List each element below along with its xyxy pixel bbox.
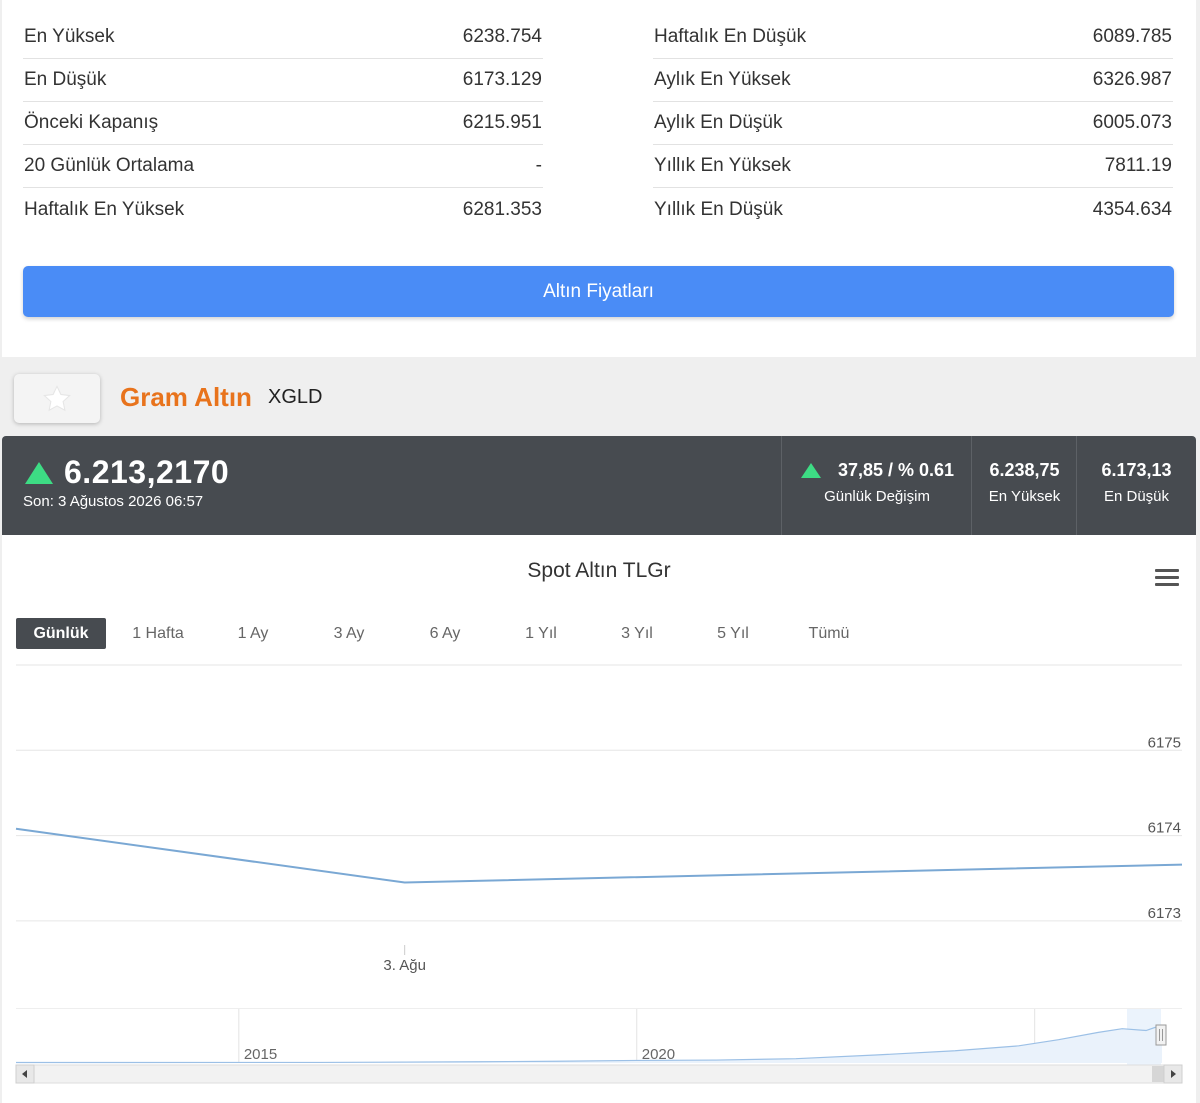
stat-value: 6173.129 — [462, 69, 542, 90]
stat-value: 7811.19 — [1104, 155, 1172, 176]
stat-value: 6005.073 — [1092, 112, 1172, 133]
navigator-handle[interactable] — [1155, 1024, 1167, 1046]
chart-panel: Spot Altın TLGr Günlük 1 Hafta 1 Ay 3 Ay… — [2, 535, 1196, 1103]
stat-label: Yıllık En Yüksek — [654, 155, 791, 176]
stat-label: Aylık En Yüksek — [654, 69, 791, 90]
day-low: 6.173,13 En Düşük — [1076, 436, 1196, 535]
price-value: 6.213,2170 — [64, 454, 230, 490]
day-high-label: En Yüksek — [988, 488, 1061, 505]
current-price: 6.213,2170 — [24, 454, 229, 491]
range-button-6-months[interactable]: 6 Ay — [429, 624, 461, 642]
navigator-area — [16, 1025, 1162, 1063]
stat-value: 6238.754 — [462, 26, 542, 47]
day-high-value: 6.238,75 — [989, 460, 1060, 480]
caret-left-icon — [22, 1070, 27, 1078]
range-button-5-years[interactable]: 5 Yıl — [717, 624, 749, 642]
price-summary-bar: 6.213,2170 Son: 3 Ağustos 2026 06:57 37,… — [2, 436, 1196, 535]
y-tick-label: 6175 — [1148, 734, 1181, 751]
stat-label: En Yüksek — [24, 26, 115, 47]
stat-label: 20 Günlük Ortalama — [24, 155, 195, 176]
stat-row: Aylık En Düşük 6005.073 — [653, 102, 1173, 145]
stat-row: En Yüksek 6238.754 — [23, 16, 543, 59]
stat-row: Haftalık En Yüksek 6281.353 — [23, 188, 543, 231]
up-arrow-icon — [25, 461, 53, 484]
stat-row: Yıllık En Yüksek 7811.19 — [653, 145, 1173, 188]
stat-label: Haftalık En Yüksek — [24, 198, 185, 220]
navigator-tick-label: 2015 — [244, 1046, 277, 1063]
stat-row: Önceki Kapanış 6215.951 — [23, 102, 543, 145]
y-tick-label: 6174 — [1148, 820, 1181, 837]
stat-value: 6281.353 — [462, 198, 542, 220]
stat-value: 4354.634 — [1092, 198, 1172, 220]
range-button-1-week[interactable]: 1 Hafta — [132, 624, 184, 642]
stat-row: Aylık En Yüksek 6326.987 — [653, 59, 1173, 102]
navigator-series-line — [15, 1024, 1163, 1064]
star-icon — [43, 384, 71, 411]
stat-row: En Düşük 6173.129 — [23, 59, 543, 102]
day-high: 6.238,75 En Yüksek — [971, 436, 1077, 535]
y-tick-label: 6173 — [1148, 905, 1181, 922]
stats-column-right: Haftalık En Düşük 6089.785 Aylık En Yükse… — [653, 16, 1173, 231]
stats-column-left: En Yüksek 6238.754 En Düşük 6173.129 Öncek… — [23, 16, 543, 231]
stat-label: Önceki Kapanış — [24, 112, 159, 133]
stat-value: 6326.987 — [1092, 69, 1172, 90]
x-tick-label: 3. Ağu — [383, 957, 426, 974]
instrument-code: XGLD — [268, 386, 323, 408]
chart-navigator[interactable]: 201520202025 — [15, 1008, 1182, 1065]
day-low-label: En Düşük — [1103, 488, 1170, 505]
favorite-button[interactable] — [14, 374, 100, 423]
stats-card: En Yüksek 6238.754 En Düşük 6173.129 Öncek… — [2, 0, 1196, 357]
stat-row: Yıllık En Düşük 4354.634 — [653, 188, 1173, 231]
stat-value: 6215.951 — [462, 112, 542, 133]
day-low-value: 6.173,13 — [1101, 460, 1172, 480]
stat-label: Aylık En Düşük — [654, 112, 783, 133]
range-button-1-month[interactable]: 1 Ay — [237, 624, 269, 642]
daily-change-label: Günlük Değişim — [824, 488, 930, 505]
range-button-1-year[interactable]: 1 Yıl — [525, 624, 557, 642]
stat-value: - — [535, 155, 542, 176]
stat-label: Haftalık En Düşük — [654, 26, 807, 47]
stat-row: 20 Günlük Ortalama - — [23, 145, 543, 188]
chart-scrollbar[interactable] — [15, 1064, 1183, 1084]
price-series-line — [15, 827, 1183, 884]
caret-right-icon — [1171, 1070, 1176, 1078]
up-arrow-icon — [800, 463, 821, 478]
scroll-right-button[interactable] — [1163, 1064, 1183, 1084]
range-button-3-months[interactable]: 3 Ay — [333, 624, 365, 642]
daily-change: 37,85 / % 0.61 Günlük Değişim — [781, 436, 972, 535]
instrument-name: Gram Altın — [120, 382, 252, 412]
range-button-daily[interactable]: Günlük — [16, 618, 106, 649]
stat-label: En Düşük — [24, 69, 107, 90]
navigator-tick-label: 2020 — [642, 1046, 675, 1063]
price-timestamp: Son: 3 Ağustos 2026 06:57 — [23, 493, 204, 510]
scroll-left-button[interactable] — [15, 1064, 35, 1084]
stat-label: Yıllık En Düşük — [654, 198, 783, 220]
stat-row: Haftalık En Düşük 6089.785 — [653, 16, 1173, 59]
gold-prices-button[interactable]: Altın Fiyatları — [23, 266, 1174, 317]
scrollbar-thumb[interactable] — [1152, 1066, 1164, 1082]
range-button-3-years[interactable]: 3 Yıl — [621, 624, 653, 642]
hamburger-menu-icon[interactable] — [1155, 569, 1179, 587]
chart-title: Spot Altın TLGr — [527, 559, 671, 582]
stat-value: 6089.785 — [1092, 26, 1172, 47]
range-button-all[interactable]: Tümü — [808, 624, 850, 642]
daily-change-value: 37,85 / % 0.61 — [837, 460, 955, 480]
